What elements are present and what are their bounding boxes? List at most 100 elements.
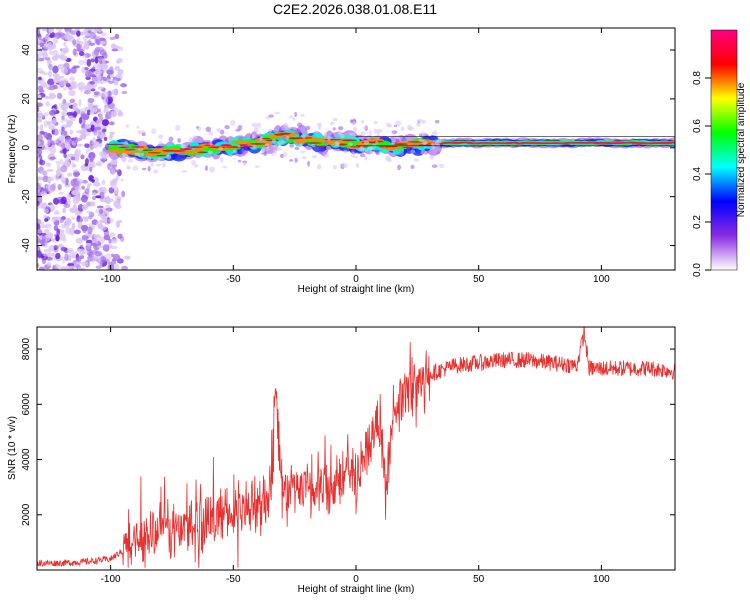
spectrogram-scatter-speck [368,130,373,136]
spectrogram-noise-speck [110,43,117,50]
spectrogram-ridge-cell [220,144,232,147]
spectrogram-noise-speck [110,245,118,250]
spectrogram-y-tick-label: 20 [21,93,32,105]
spectrogram-noise-speck [96,118,103,127]
spectrogram-scatter-speck [420,149,427,155]
spectrogram-noise-speck [106,69,114,75]
spectrogram-scatter-speck [323,132,327,139]
spectrogram-noise-speck [43,112,49,117]
spectrogram-noise-speck [62,207,67,214]
spectrogram-ridge-cell [230,140,250,144]
spectrogram-noise-speck [102,244,110,252]
spectrogram-noise-speck [105,111,112,120]
spectrogram-x-tick-label: -100 [101,274,121,285]
spectrogram-noise-speck [93,181,101,187]
spectrogram-noise-speck [61,109,69,117]
spectrogram-noise-speck [89,212,95,218]
spectrogram-scatter-speck [188,136,195,143]
spectrogram-scatter-speck [391,130,398,135]
spectrogram-scatter-speck [410,149,416,154]
spectrogram-noise-speck [101,91,109,98]
spectrogram-scatter-speck [241,148,245,153]
snr-y-axis-label: SNR (10 * v/v) [7,416,18,480]
spectrogram-scatter-speck [431,130,438,137]
spectrogram-noise-speck [76,30,81,37]
spectrogram-noise-speck [105,195,110,199]
spectrogram-x-tick-label: 0 [353,274,359,285]
spectrogram-noise-speck [68,227,76,236]
spectrogram-scatter-speck [363,126,367,130]
spectrogram-noise-speck [43,228,50,234]
spectrogram-scatter-speck [355,163,360,168]
spectrogram-noise-speck [48,92,53,100]
spectrogram-noise-speck [81,115,87,120]
spectrogram-noise-speck [114,33,120,40]
spectrogram-noise-speck [88,68,96,72]
spectrogram-noise-speck [38,48,44,57]
spectrogram-scatter-speck [311,144,316,148]
spectrogram-scatter-speck [266,145,270,152]
spectrogram-noise-speck [95,195,102,199]
spectrogram-noise-speck [87,255,94,262]
spectrogram-noise-speck [56,92,63,100]
spectrogram-scatter-speck [274,111,281,115]
spectrogram-scatter-speck [338,126,344,131]
spectrogram-noise-speck [95,265,102,269]
spectrogram-noise-speck [66,194,72,201]
spectrogram-noise-speck [62,237,67,243]
spectrogram-scatter-speck [276,147,282,152]
spectrogram-scatter-speck [219,157,224,163]
spectrogram-scatter-speck [196,126,199,129]
spectrogram-ridge-cell [646,142,666,144]
spectrogram-noise-speck [56,164,61,171]
spectrogram-noise-speck [83,28,90,37]
spectrogram-noise-speck [89,154,94,163]
spectrogram-noise-speck [93,49,100,56]
spectrogram-noise-speck [49,46,55,50]
spectrogram-noise-speck [49,204,55,212]
spectrogram-scatter-speck [192,135,198,139]
spectrogram-noise-speck [43,120,48,128]
spectrogram-noise-speck [90,58,96,63]
spectrogram-scatter-speck [181,144,185,149]
spectrogram-noise-speck [101,158,106,164]
spectrogram-noise-speck [93,176,99,181]
snr-panel: -100 -50 0 50 100 2000 4000 6000 8000 Height of… [7,326,676,595]
spectrogram-noise-speck [99,111,103,120]
spectrogram-scatter-speck [316,122,322,127]
spectrogram-scatter-speck [300,113,305,117]
spectrogram-scatter-speck [348,142,353,146]
spectrogram-noise-speck [71,222,76,230]
spectrogram-noise-speck [102,76,107,82]
spectrogram-scatter-speck [150,162,154,167]
spectrogram-noise-speck [37,177,40,184]
spectrogram-ridge-cell [279,132,292,135]
spectrogram-noise-speck [44,218,49,222]
spectrogram-scatter-speck [359,146,365,152]
spectrogram-noise-speck [64,28,72,33]
spectrogram-noise-speck [72,48,77,56]
colorbar-gradient [711,30,737,270]
spectrogram-noise-speck [49,121,54,125]
spectrogram-scatter-speck [421,119,427,124]
colorbar-tick-label: 0.0 [692,263,703,277]
spectrogram-noise-speck [52,128,59,136]
spectrogram-ridge-cell [124,149,136,151]
spectrogram-noise-speck [91,192,97,196]
spectrogram-ridge-cell [107,143,125,146]
spectrogram-scatter-speck [209,166,215,173]
snr-x-tick-label: -50 [226,574,241,585]
spectrogram-scatter-speck [350,119,354,123]
spectrogram-noise-speck [104,253,113,260]
spectrogram-scatter-speck [329,121,335,126]
spectrogram-noise-speck [60,118,64,124]
spectrogram-noise-speck [46,168,54,172]
spectrogram-scatter-speck [127,158,134,163]
spectrogram-noise-speck [114,263,120,270]
spectrogram-scatter-speck [422,140,427,146]
spectrogram-scatter-speck [294,146,300,151]
spectrogram-scatter-speck [242,161,247,166]
spectrogram-noise-speck [84,66,89,71]
spectrogram-scatter-speck [343,150,348,154]
spectrogram-noise-speck [73,229,81,235]
